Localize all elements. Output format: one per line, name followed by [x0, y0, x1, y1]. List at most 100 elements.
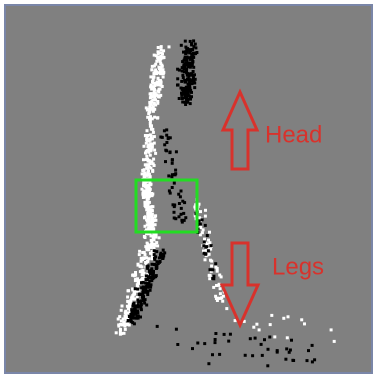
- event-dot: [204, 209, 207, 212]
- event-dot: [193, 52, 196, 55]
- event-dot: [182, 76, 185, 79]
- event-dot: [218, 274, 221, 277]
- event-dot: [251, 354, 254, 357]
- event-dot: [136, 288, 139, 291]
- event-dot: [152, 78, 155, 81]
- event-dot: [252, 326, 255, 329]
- event-dot: [157, 91, 160, 94]
- event-dot: [171, 186, 174, 189]
- event-dot: [150, 84, 153, 87]
- event-dot: [127, 319, 130, 322]
- event-dot: [128, 304, 131, 307]
- event-dot: [204, 224, 207, 227]
- event-dot: [189, 78, 192, 81]
- event-dot: [214, 266, 217, 269]
- event-dot: [151, 205, 154, 208]
- event-dot: [188, 85, 191, 88]
- event-dot: [185, 63, 188, 66]
- event-dot: [155, 54, 158, 57]
- event-dot: [146, 197, 149, 200]
- event-dot: [180, 80, 183, 83]
- event-dot: [161, 257, 164, 260]
- event-dot: [260, 343, 263, 346]
- event-dot: [300, 318, 303, 321]
- event-dot: [150, 92, 153, 95]
- event-dot: [202, 244, 205, 247]
- event-dot: [184, 216, 187, 219]
- event-dot: [192, 39, 195, 42]
- event-dot: [276, 351, 279, 354]
- event-dot: [159, 70, 162, 73]
- event-dot: [210, 265, 213, 268]
- event-dot: [191, 61, 194, 64]
- event-dot: [149, 183, 152, 186]
- event-dot: [143, 172, 146, 175]
- event-dot: [134, 287, 137, 290]
- event-dot: [177, 193, 180, 196]
- event-dot: [285, 347, 288, 350]
- event-dot: [303, 322, 306, 325]
- event-dot: [189, 66, 192, 69]
- event-dot: [141, 292, 144, 295]
- event-dot: [159, 88, 162, 91]
- event-dot: [211, 268, 214, 271]
- event-dot: [160, 64, 163, 67]
- event-dot: [133, 322, 136, 325]
- event-dot: [167, 174, 170, 177]
- event-dot: [156, 244, 159, 247]
- event-dot: [144, 236, 147, 239]
- event-dot: [156, 116, 159, 119]
- event-dot: [149, 144, 152, 147]
- event-dot: [153, 219, 156, 222]
- event-dot: [153, 249, 156, 252]
- event-dot: [144, 286, 147, 289]
- event-dot: [157, 51, 160, 54]
- event-dot: [129, 313, 132, 316]
- event-dot: [136, 309, 139, 312]
- event-dot: [147, 221, 150, 224]
- event-dot: [147, 216, 150, 219]
- event-dot: [123, 332, 126, 335]
- event-dot: [152, 158, 155, 161]
- event-dot: [307, 349, 310, 352]
- event-dot: [181, 101, 184, 104]
- event-dot: [143, 174, 146, 177]
- event-dot: [188, 94, 191, 97]
- event-dot: [158, 236, 161, 239]
- event-dot: [176, 343, 179, 346]
- event-dot: [155, 60, 158, 63]
- event-dot: [181, 97, 184, 100]
- event-dot: [134, 271, 137, 274]
- event-dot: [223, 333, 226, 336]
- event-dot: [138, 293, 141, 296]
- event-dot: [124, 328, 127, 331]
- event-dot: [214, 338, 217, 341]
- event-dot: [148, 108, 151, 111]
- event-dot: [163, 143, 166, 146]
- event-dot: [146, 282, 149, 285]
- event-dot: [208, 241, 211, 244]
- event-dot: [130, 308, 133, 311]
- event-dot: [144, 190, 147, 193]
- event-dot: [216, 270, 219, 273]
- event-dot: [214, 341, 217, 344]
- event-dot: [219, 287, 222, 290]
- event-dot: [156, 100, 159, 103]
- event-dot: [193, 73, 196, 76]
- event-dot: [147, 163, 150, 166]
- event-dot: [127, 311, 130, 314]
- event-dot: [218, 353, 221, 356]
- event-dot: [151, 65, 154, 68]
- event-dot: [153, 92, 156, 95]
- event-dot: [209, 268, 212, 271]
- event-dot: [154, 63, 157, 66]
- event-dot: [175, 150, 178, 153]
- event-dot: [120, 319, 123, 322]
- event-dot: [137, 264, 140, 267]
- event-dot: [227, 340, 230, 343]
- event-dot: [212, 275, 215, 278]
- event-dot: [206, 234, 209, 237]
- event-dot: [119, 333, 122, 336]
- event-dot: [306, 359, 309, 362]
- event-dot: [159, 72, 162, 75]
